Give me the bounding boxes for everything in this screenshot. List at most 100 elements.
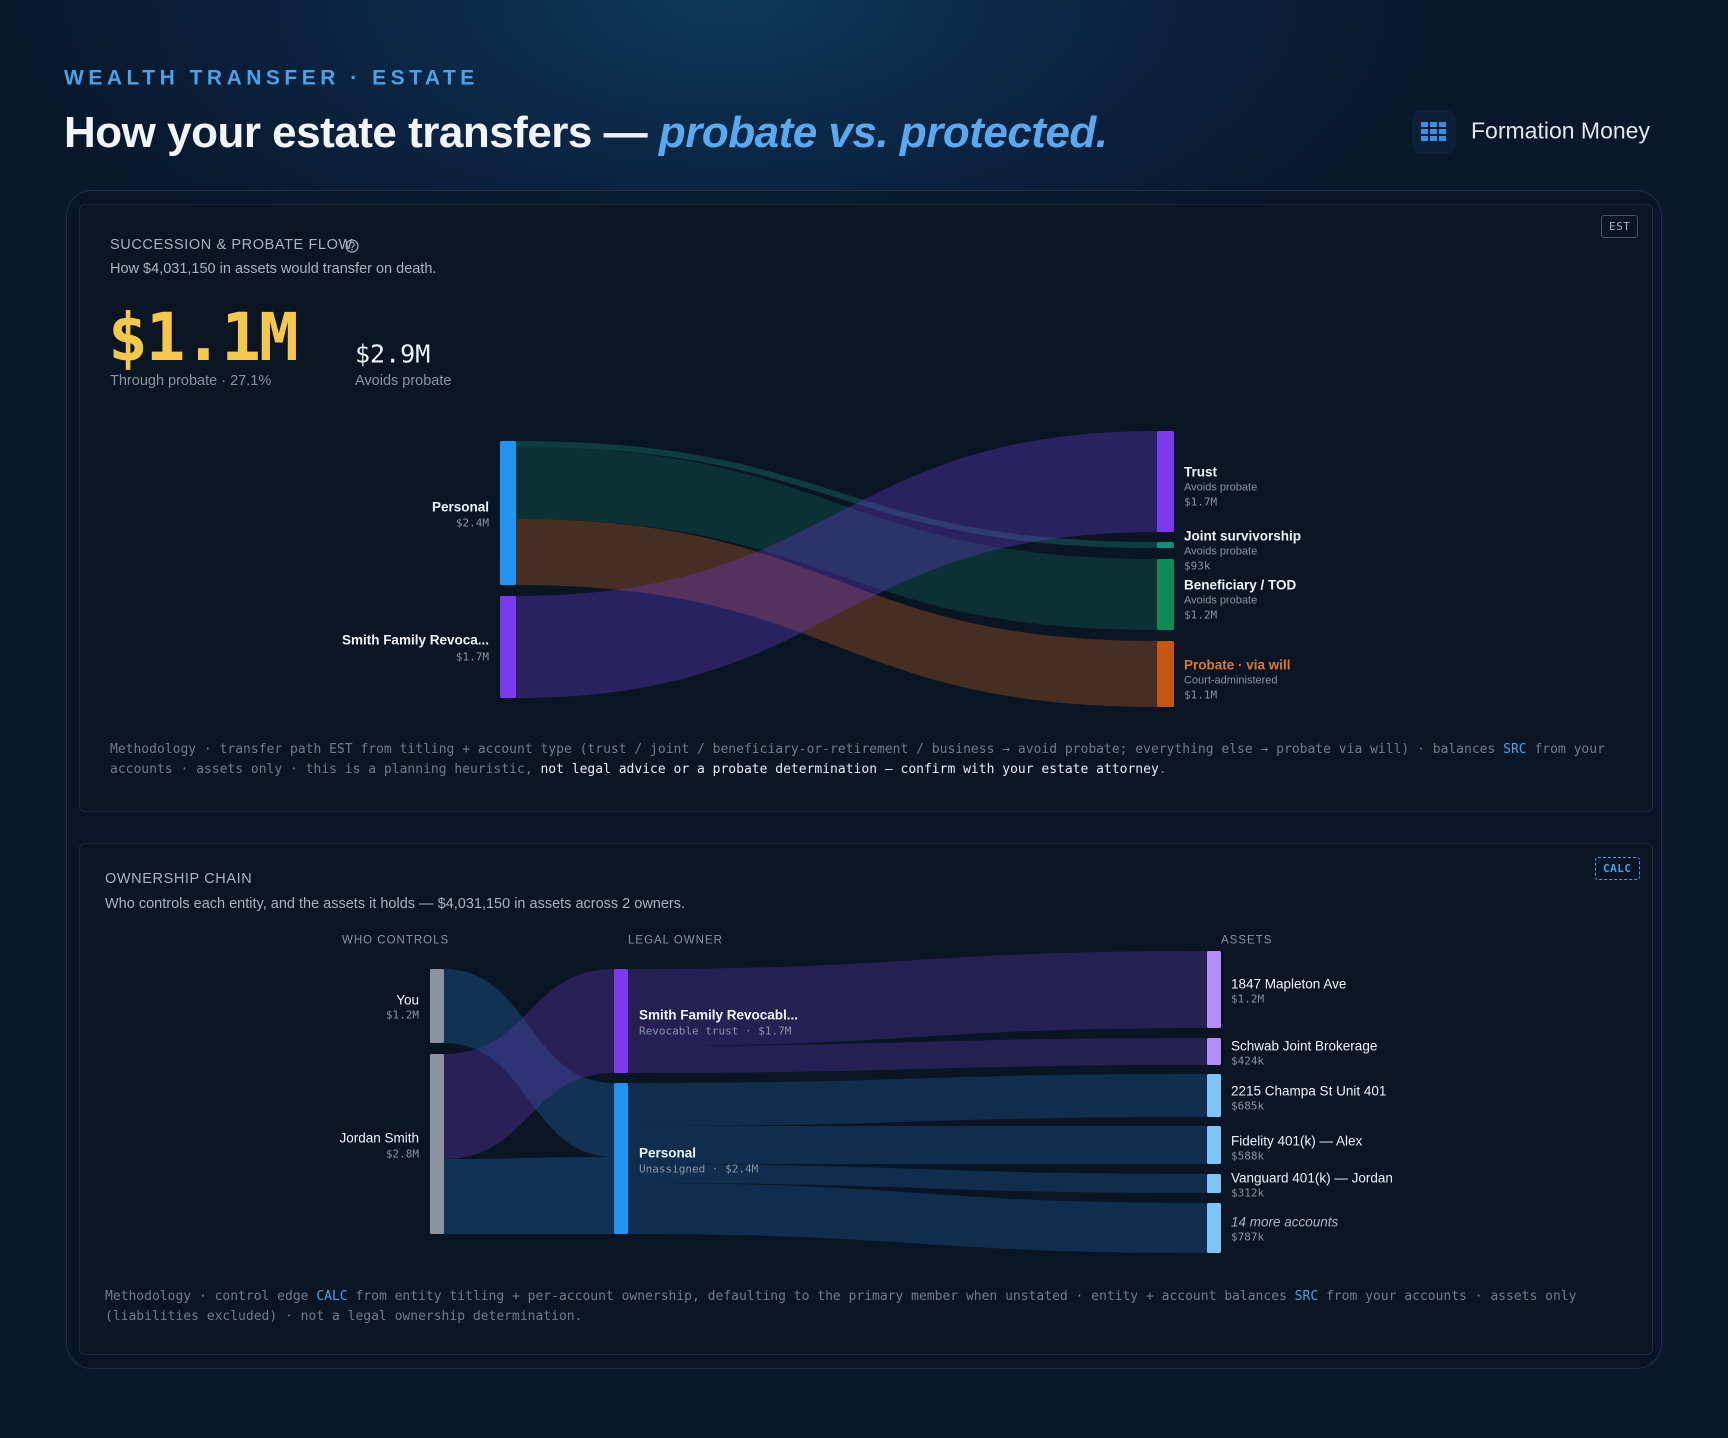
controller-label: You	[396, 992, 419, 1008]
destination-label: Beneficiary / TOD	[1184, 577, 1297, 593]
destination-value: $1.7M	[1184, 495, 1218, 509]
asset-value: $312k	[1231, 1186, 1265, 1200]
help-icon	[345, 239, 359, 253]
controller-value: $1.2M	[385, 1008, 419, 1022]
flow-node	[1207, 1038, 1221, 1065]
flow-ribbon	[628, 1164, 1207, 1193]
methodology-text: from your accounts · assets only (liabil…	[105, 1289, 1577, 1324]
flow-ribbon	[444, 969, 614, 1157]
flow-node	[1207, 1203, 1221, 1253]
flow-node	[1207, 1174, 1221, 1193]
protected-caption: Avoids probate	[355, 372, 452, 389]
asset-label: 14 more accounts	[1231, 1214, 1339, 1230]
methodology-tag: SRC	[1294, 1289, 1319, 1304]
destination-label: Trust	[1184, 464, 1218, 480]
destination-value: $1.2M	[1184, 608, 1218, 622]
asset-label: 1847 Mapleton Ave	[1231, 976, 1347, 992]
controller-value: $2.8M	[385, 1147, 419, 1161]
asset-label: 2215 Champa St Unit 401	[1231, 1083, 1387, 1099]
flow-node	[1157, 641, 1174, 707]
asset-value: $1.2M	[1231, 992, 1265, 1006]
asset-value: $588k	[1231, 1149, 1265, 1163]
flow-ribbon	[628, 1074, 1207, 1126]
flow-node	[500, 596, 516, 698]
flow-ribbon	[444, 1157, 614, 1234]
asset-label: Vanguard 401(k) — Jordan	[1231, 1170, 1393, 1186]
destination-value: $93k	[1184, 559, 1211, 573]
flow-node	[1157, 542, 1174, 548]
asset-label: Fidelity 401(k) — Alex	[1231, 1133, 1363, 1149]
methodology-text: Methodology · control edge	[105, 1289, 317, 1304]
badge: CALC	[1595, 857, 1640, 880]
asset-value: $424k	[1231, 1054, 1265, 1068]
flow-ribbon	[516, 441, 1157, 548]
card-title: SUCCESSION & PROBATE FLOW	[110, 236, 353, 253]
owner-detail: Revocable trust · $1.7M	[639, 1024, 792, 1038]
source-label: Smith Family Revoca...	[341, 632, 489, 648]
flow-node	[1157, 559, 1174, 630]
flow-ribbon	[516, 447, 1157, 630]
owner-label: Smith Family Revocabl...	[639, 1007, 799, 1023]
asset-value: $685k	[1231, 1099, 1265, 1113]
title-emphasis: probate vs. protected.	[658, 108, 1108, 157]
flow-node	[1207, 1126, 1221, 1164]
methodology-text: from entity titling + per-account owners…	[347, 1289, 1295, 1304]
card-title: OWNERSHIP CHAIN	[105, 870, 253, 887]
methodology-text: Methodology · transfer path EST from tit…	[110, 742, 1504, 757]
source-value: $1.7M	[455, 650, 489, 664]
methodology: Methodology · control edge CALC from ent…	[105, 1287, 1625, 1327]
badge: EST	[1601, 215, 1639, 238]
flow-node	[614, 969, 628, 1073]
flow-ribbon	[628, 1183, 1207, 1253]
methodology-tag: SRC	[1503, 742, 1527, 757]
methodology-emphasis: not legal advice or a probate determinat…	[540, 762, 1159, 777]
probate-card	[79, 204, 1653, 812]
eyebrow: WEALTH TRANSFER · ESTATE	[64, 66, 479, 90]
brand-name: Formation Money	[1471, 117, 1650, 144]
probate-amount: $1.1M	[108, 299, 299, 376]
card-subtitle: How $4,031,150 in assets would transfer …	[110, 260, 437, 277]
column-header: WHO CONTROLS	[342, 934, 450, 947]
methodology-text: .	[1158, 762, 1167, 777]
destination-note: Avoids probate	[1184, 481, 1258, 494]
owner-detail: Unassigned · $2.4M	[639, 1162, 759, 1176]
flow-ribbon	[516, 431, 1157, 698]
methodology: Methodology · transfer path EST from tit…	[110, 740, 1630, 780]
page-title: How your estate transfers — probate vs. …	[64, 111, 1108, 155]
column-header: LEGAL OWNER	[628, 934, 723, 947]
title-text: How your estate transfers —	[64, 108, 659, 157]
flow-node	[614, 1083, 628, 1234]
source-label: Personal	[431, 499, 489, 515]
controller-label: Jordan Smith	[339, 1130, 419, 1146]
owner-label: Personal	[639, 1145, 697, 1161]
brand-logo	[1412, 110, 1456, 154]
probate-caption: Through probate · 27.1%	[110, 372, 272, 389]
flow-node	[1207, 951, 1221, 1028]
flow-ribbon	[444, 969, 614, 1159]
flow-ribbon	[628, 1126, 1207, 1164]
flow-ribbon	[628, 951, 1207, 1046]
methodology-text: from your accounts · assets only · this …	[110, 742, 1605, 777]
destination-note: Court-administered	[1184, 674, 1278, 687]
protected-amount: $2.9M	[355, 339, 431, 369]
flow-node	[1207, 1074, 1221, 1117]
asset-label: Schwab Joint Brokerage	[1231, 1038, 1378, 1054]
card-subtitle: Who controls each entity, and the assets…	[105, 895, 686, 912]
flow-node	[500, 441, 516, 585]
destination-label: Joint survivorship	[1184, 528, 1302, 544]
flow-node	[1157, 431, 1174, 532]
flow-ribbon	[628, 1038, 1207, 1073]
asset-value: $787k	[1231, 1230, 1265, 1244]
flow-node	[430, 1054, 444, 1234]
flow-ribbon	[516, 519, 1157, 707]
destination-note: Avoids probate	[1184, 594, 1258, 607]
destination-note: Avoids probate	[1184, 545, 1258, 558]
source-value: $2.4M	[455, 516, 489, 530]
destination-label: Probate · via will	[1184, 657, 1291, 673]
methodology-tag: CALC	[316, 1289, 348, 1304]
flow-node	[430, 969, 444, 1043]
destination-value: $1.1M	[1184, 688, 1218, 702]
ownership-card	[79, 843, 1653, 1355]
